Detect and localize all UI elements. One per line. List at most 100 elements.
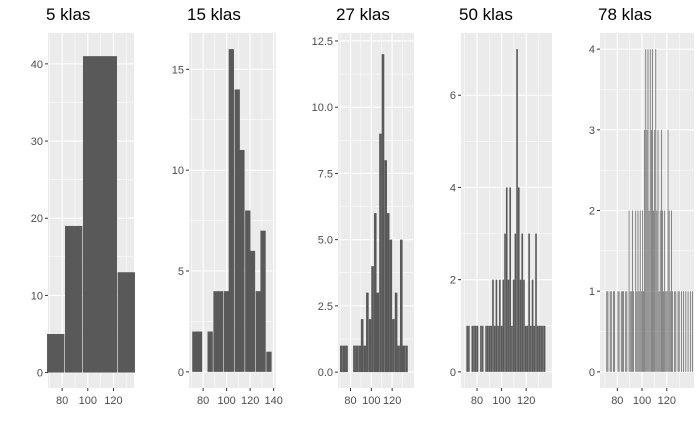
x-tick-label: 80	[344, 395, 356, 407]
histogram-bar	[519, 279, 522, 372]
histogram-bar	[207, 331, 213, 372]
histogram-bar	[528, 233, 530, 372]
histogram-bar	[538, 325, 541, 372]
histogram-bar	[65, 225, 83, 373]
histogram-bar	[628, 210, 630, 372]
y-tick-label: 20	[31, 213, 43, 225]
histogram-bar	[633, 291, 634, 372]
histogram-bar	[610, 291, 612, 372]
histogram-bar	[662, 210, 663, 372]
histogram-bar	[664, 210, 666, 372]
histogram-bar	[524, 325, 527, 372]
histogram-bar	[542, 325, 544, 372]
x-tick-label: 100	[633, 395, 651, 407]
histogram-bar	[474, 325, 477, 372]
x-tick-label: 120	[241, 395, 259, 407]
histogram-bar	[363, 345, 367, 373]
histogram-bar	[99, 56, 117, 373]
histogram-bar	[353, 345, 356, 373]
panel-1: 0 10 20 30 40 80 100 120 5 klas	[31, 5, 135, 407]
histogram-bar	[481, 325, 484, 372]
y-tick-label: 4	[450, 182, 456, 194]
x-tick-label: 100	[362, 395, 380, 407]
histogram-bar	[530, 325, 532, 372]
histogram-bar	[399, 239, 403, 373]
histogram-bar	[260, 230, 266, 372]
histogram-bar	[630, 291, 632, 372]
histogram-bar	[656, 210, 658, 372]
y-tick-label: 12.5	[312, 36, 333, 48]
histogram-bar	[531, 279, 534, 372]
histogram-bar	[473, 325, 475, 372]
histogram-bar	[620, 291, 622, 372]
x-tick-label: 120	[104, 395, 122, 407]
histogram-bar	[526, 325, 529, 372]
histogram-bar	[687, 291, 689, 372]
histogram-bar	[533, 325, 536, 372]
histogram-bar	[371, 266, 374, 373]
histogram-bar	[514, 233, 517, 372]
x-tick-label: 120	[658, 395, 676, 407]
panel-title: 5 klas	[46, 5, 90, 24]
y-tick-label: 10.0	[312, 102, 333, 114]
histogram-bar	[638, 291, 640, 372]
histogram-bar	[540, 325, 542, 372]
histogram-bar	[345, 345, 348, 373]
histogram-bar	[511, 325, 513, 372]
histogram-bar	[192, 331, 198, 372]
histogram-bar	[394, 292, 398, 373]
y-tick-label: 10	[172, 165, 184, 177]
histogram-bar	[266, 351, 272, 372]
histogram-bar	[543, 325, 546, 372]
histogram-bar	[535, 233, 537, 372]
histogram-bar	[665, 291, 667, 372]
histogram-bar	[609, 291, 611, 372]
histogram-bar	[645, 49, 647, 372]
histogram-bar	[675, 291, 677, 372]
x-tick-label: 80	[197, 395, 209, 407]
histogram-bar	[500, 325, 503, 372]
panel-title: 27 klas	[336, 5, 390, 24]
y-tick-label: 4	[589, 44, 595, 56]
histogram-bar	[613, 291, 614, 372]
histogram-bar	[392, 319, 395, 373]
x-tick-label: 100	[492, 395, 510, 407]
histogram-bar	[658, 291, 660, 372]
histogram-bar	[381, 54, 385, 373]
histogram-bar	[471, 325, 474, 372]
histogram-bar	[657, 129, 659, 372]
x-tick-label: 80	[611, 395, 623, 407]
histogram-bar	[644, 129, 645, 372]
y-tick-label: 2	[589, 206, 595, 218]
histogram-bar	[466, 325, 468, 372]
histogram-bar	[505, 187, 508, 372]
histogram-bar	[402, 345, 406, 373]
y-tick-label: 5.0	[318, 235, 333, 247]
y-tick-label: 40	[31, 59, 43, 71]
histogram-bar	[373, 213, 377, 373]
histogram-bar	[517, 187, 520, 372]
histogram-bar	[485, 325, 487, 372]
histogram-bar	[499, 279, 501, 372]
panel-4: 0 2 4 6 80 100 120 50 klas	[450, 5, 552, 407]
histogram-bar	[504, 233, 506, 372]
histogram-bar	[487, 325, 489, 372]
panel-title: 78 klas	[598, 5, 652, 24]
histogram-bar	[661, 129, 662, 372]
histogram-bar	[196, 331, 203, 372]
histogram-bar	[249, 250, 256, 372]
histogram-bar	[218, 291, 224, 372]
histogram-bar	[223, 291, 230, 372]
histogram-bar	[672, 291, 673, 372]
histogram-bar	[239, 149, 245, 372]
histogram-bar	[635, 210, 637, 372]
histogram-bar	[643, 291, 644, 372]
histogram-bar	[516, 49, 518, 372]
histogram-bar	[512, 279, 515, 372]
y-tick-label: 0	[37, 368, 43, 380]
histogram-bar	[228, 49, 234, 372]
y-tick-label: 2	[450, 275, 456, 287]
histogram-bar	[397, 345, 400, 373]
histogram-bar	[689, 291, 691, 372]
